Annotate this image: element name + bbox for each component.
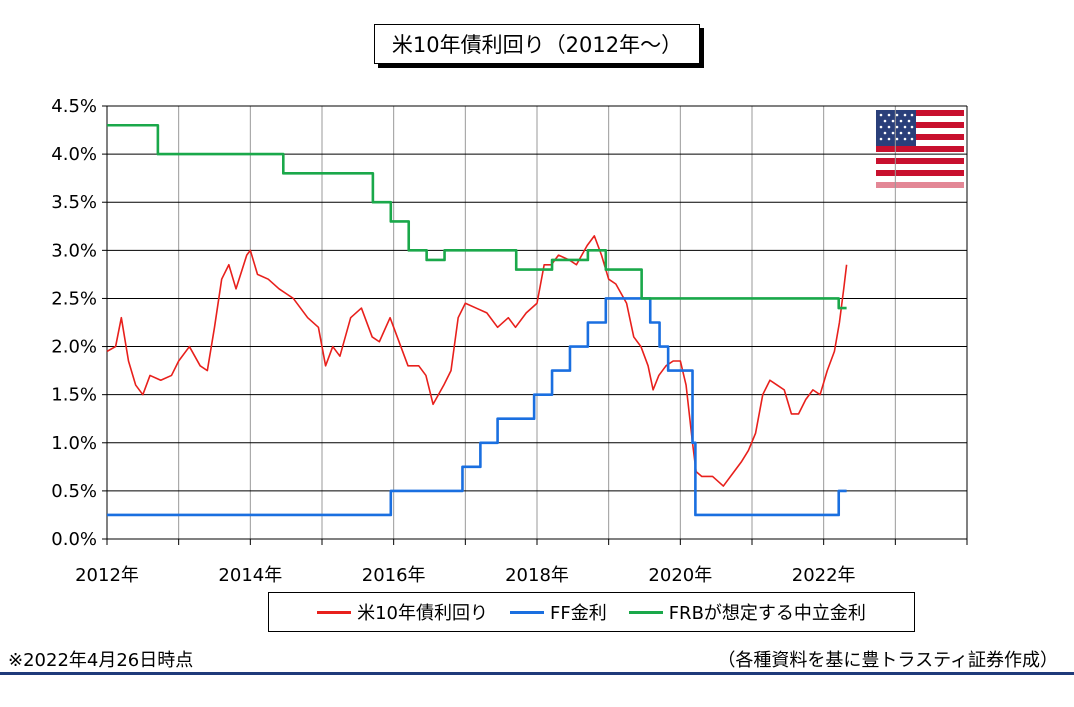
x-tick-label: 2016年 [362,565,426,586]
legend-label-neutral-rate: FRBが想定する中立金利 [668,603,866,624]
x-tick-label: 2012年 [75,565,139,586]
x-tick-label: 2020年 [648,565,712,586]
source-note: （各種資料を基に豊トラスティ証券作成） [717,650,1058,671]
legend-item-ff-rate: FF金利 [509,599,607,625]
legend-item-us10y: 米10年債利回り [317,599,488,625]
y-tick-label: 0.5% [51,481,97,502]
legend-label-ff-rate: FF金利 [549,603,607,624]
x-tick-label: 2014年 [218,565,282,586]
y-tick-label: 1.0% [51,433,97,454]
x-tick-label: 2022年 [792,565,856,586]
y-tick-label: 1.5% [51,385,97,406]
chart-title-text: 米10年債利回り（2012年～） [391,33,683,57]
series-line-1 [107,297,847,517]
footnote: ※2022年4月26日時点 [8,650,194,671]
series-line-0 [106,235,848,487]
legend: 米10年債利回り FF金利 FRBが想定する中立金利 [268,592,915,632]
series-line-2 [107,123,847,310]
y-tick-label: 2.0% [51,337,97,358]
y-tick-label: 3.0% [51,240,97,261]
y-tick-label: 4.5% [51,96,97,117]
bottom-rule [0,672,1074,675]
y-tick-label: 2.5% [51,288,97,309]
legend-swatch-ff-rate [509,610,544,614]
y-tick-label: 3.5% [51,192,97,213]
y-tick-label: 0.0% [51,529,97,550]
y-tick-label: 4.0% [51,144,97,165]
legend-swatch-us10y [317,610,352,614]
us-flag-icon [876,110,964,188]
legend-item-neutral-rate: FRBが想定する中立金利 [628,599,866,625]
legend-label-us10y: 米10年債利回り [357,603,488,624]
chart-title: 米10年債利回り（2012年～） [374,24,700,64]
legend-swatch-neutral-rate [628,610,663,614]
x-tick-label: 2018年 [505,565,569,586]
